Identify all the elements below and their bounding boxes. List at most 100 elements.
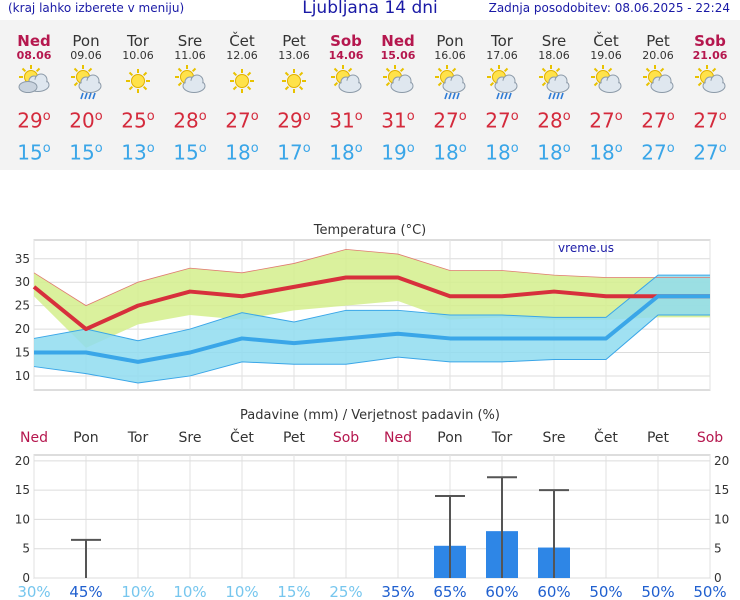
degree-symbol: o (562, 140, 571, 156)
max-band-upper-edge (33, 248, 710, 307)
min-temperature: 27o (632, 135, 684, 167)
y-tick-label-right: 0 (714, 571, 722, 585)
day-name: Sob (694, 32, 726, 50)
x-tick-label: Pet (647, 430, 670, 446)
min-temperature: 15o (60, 135, 112, 167)
sun-cloud-rain-icon (476, 63, 528, 103)
probability-label: 50% (641, 583, 674, 600)
y-tick-label: 15 (15, 346, 30, 360)
day-column: Čet 19.06 27o 18o (580, 20, 632, 166)
degree-symbol: o (250, 140, 259, 156)
day-name: Ned (17, 32, 51, 50)
min-temperature-value: 18 (225, 140, 251, 165)
x-tick-label: Sre (543, 430, 566, 446)
max-temperature: 29o (268, 103, 320, 135)
max-temperature: 31o (320, 103, 372, 135)
day-date: 15.06 (380, 49, 416, 62)
degree-symbol: o (614, 140, 623, 156)
day-date: 17.06 (486, 49, 518, 62)
max-temperature: 20o (60, 103, 112, 135)
plot-area (33, 454, 711, 579)
y-tick-label-left: 10 (15, 512, 30, 526)
min-temp-line (34, 294, 710, 364)
min-temp-band (34, 275, 710, 383)
day-column: Sob 21.06 27o 27o (684, 20, 736, 166)
max-temperature: 27o (632, 103, 684, 135)
degree-symbol: o (146, 109, 155, 124)
max-temperature-value: 29 (17, 108, 43, 133)
max-temperature-value: 27 (693, 108, 719, 133)
day-date: 10.06 (122, 49, 154, 62)
partly-cloudy-icon (8, 63, 60, 103)
max-temperature-value: 31 (329, 108, 355, 133)
day-column: Pon 16.06 27o 18o (424, 20, 476, 166)
day-name: Pet (282, 32, 306, 50)
max-temperature-value: 27 (433, 108, 459, 133)
max-temp-line (32, 275, 710, 332)
degree-symbol: o (458, 140, 467, 156)
day-date: 19.06 (590, 49, 622, 62)
sun-cloud-icon (580, 63, 632, 103)
degree-symbol: o (250, 109, 259, 124)
day-column: Sre 18.06 28o 18o (528, 20, 580, 166)
day-name: Čet (229, 32, 255, 50)
day-column: Pon 09.06 20o 15o (60, 20, 112, 166)
y-tick-label-left: 15 (15, 483, 30, 497)
max-temperature-value: 27 (225, 108, 251, 133)
probability-label: 60% (485, 583, 518, 600)
max-temperature-value: 27 (589, 108, 615, 133)
sun-cloud-icon (632, 63, 684, 103)
max-temperature-value: 28 (537, 108, 563, 133)
day-date: 14.06 (328, 49, 364, 62)
y-tick-label: 35 (15, 252, 30, 266)
day-date: 18.06 (538, 49, 570, 62)
x-tick-label: Sob (697, 430, 723, 446)
probability-label: 30% (17, 583, 50, 600)
probability-label: 10% (173, 583, 206, 600)
x-tick-label: Sre (179, 430, 202, 446)
probability-label: 10% (225, 583, 258, 600)
max-temperature-value: 29 (277, 108, 303, 133)
day-name: Ned (381, 32, 415, 50)
day-name: Čet (593, 32, 619, 50)
max-temperature-value: 28 (173, 108, 199, 133)
degree-symbol: o (718, 140, 727, 156)
degree-symbol: o (354, 140, 363, 156)
probability-label: 50% (693, 583, 726, 600)
max-temperature: 27o (580, 103, 632, 135)
chart-title: Temperatura (°C) (313, 223, 426, 238)
day-column: Pet 13.06 29o 17o (268, 20, 320, 166)
sun-cloud-icon (372, 63, 424, 103)
min-temperature-value: 18 (329, 140, 355, 165)
day-column: Pet 20.06 27o 27o (632, 20, 684, 166)
probability-label: 50% (589, 583, 622, 600)
min-temperature-value: 27 (641, 140, 667, 165)
degree-symbol: o (458, 109, 467, 124)
day-name: Sre (541, 32, 567, 50)
min-temperature: 13o (112, 135, 164, 167)
day-column: Ned 08.06 29o 15o (8, 20, 60, 166)
x-tick-label: Čet (594, 428, 618, 446)
degree-symbol: o (302, 109, 311, 124)
day-date: 08.06 (16, 49, 52, 62)
degree-symbol: o (562, 109, 571, 124)
max-temperature-value: 20 (69, 108, 95, 133)
min-temperature: 18o (320, 135, 372, 167)
min-temperature-value: 15 (17, 140, 43, 165)
max-temperature: 27o (424, 103, 476, 135)
degree-symbol: o (198, 140, 207, 156)
x-tick-label: Ned (20, 430, 48, 446)
y-tick-label: 20 (15, 322, 30, 336)
min-temperature-value: 13 (121, 140, 147, 165)
min-temperature: 15o (164, 135, 216, 167)
daily-forecast-strip: Ned 08.06 29o 15o Pon 09.06 20o 15o Tor 10.06 25o 1… (0, 20, 740, 170)
degree-symbol: o (666, 140, 675, 156)
y-tick-label-right: 15 (714, 483, 729, 497)
location-menu-hint[interactable]: (kraj lahko izberete v meniju) (8, 1, 185, 15)
min-temperature: 15o (8, 135, 60, 167)
chart-title: Padavine (mm) / Verjetnost padavin (%) (240, 408, 500, 423)
day-date: 13.06 (278, 49, 310, 62)
day-date: 11.06 (174, 49, 206, 62)
day-column: Ned 15.06 31o 19o (372, 20, 424, 166)
max-temperature: 28o (164, 103, 216, 135)
